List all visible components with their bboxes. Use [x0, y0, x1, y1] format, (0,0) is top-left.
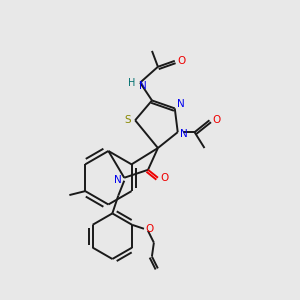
Text: O: O: [178, 56, 186, 66]
Text: N: N: [139, 81, 147, 91]
Text: O: O: [161, 173, 169, 183]
Text: N: N: [180, 129, 188, 139]
Text: H: H: [128, 78, 136, 88]
Text: N: N: [114, 175, 122, 185]
Text: O: O: [146, 224, 154, 234]
Text: O: O: [212, 115, 220, 125]
Text: N: N: [177, 99, 184, 110]
Text: S: S: [124, 115, 130, 125]
